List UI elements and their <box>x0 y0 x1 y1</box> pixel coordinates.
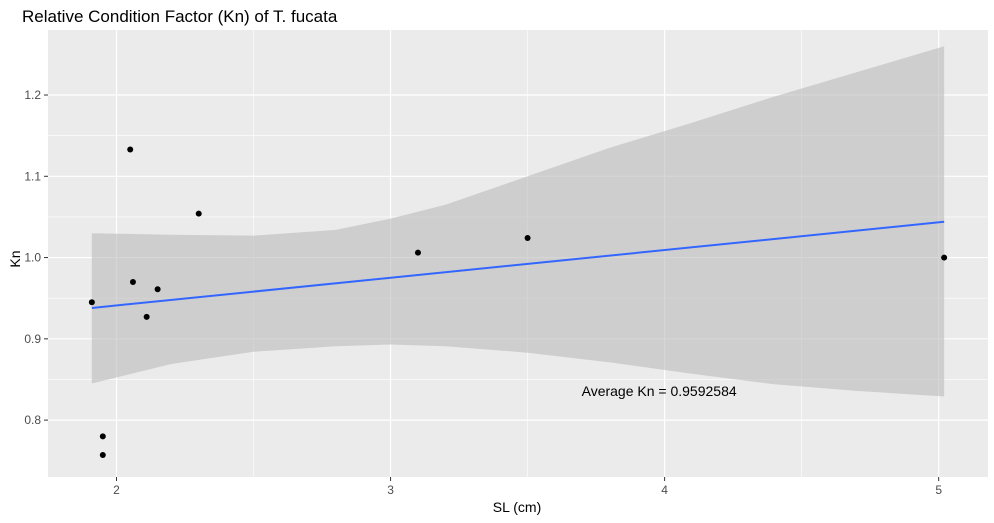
data-point <box>195 210 202 217</box>
y-tick-label: 1.2 <box>24 88 41 102</box>
regression-line <box>91 220 945 309</box>
y-axis-label: Kn <box>7 250 23 267</box>
x-axis-ticks: 2 3 4 5 <box>113 477 942 497</box>
x-tick-label: 4 <box>661 483 668 497</box>
chart-title: Relative Condition Factor (Kn) of T. fuc… <box>22 7 338 26</box>
confidence-band <box>91 46 945 397</box>
data-point <box>99 452 106 459</box>
y-tick-label: 1.0 <box>24 251 41 265</box>
y-tick-label: 0.9 <box>24 332 41 346</box>
data-point <box>941 254 948 261</box>
data-points <box>88 146 948 459</box>
x-axis-label: SL (cm) <box>493 499 541 515</box>
y-axis-ticks: 0.8 0.9 1.0 1.1 1.2 <box>24 88 48 427</box>
x-tick-label: 3 <box>387 483 394 497</box>
data-point <box>129 278 136 285</box>
data-point <box>154 286 161 293</box>
data-point <box>143 313 150 320</box>
x-tick-label: 5 <box>935 483 942 497</box>
data-point <box>414 249 421 256</box>
data-point <box>127 146 134 153</box>
y-tick-label: 0.8 <box>24 413 41 427</box>
average-kn-annotation: Average Kn = 0.9592584 <box>582 383 737 399</box>
data-point <box>524 235 531 242</box>
x-tick-label: 2 <box>113 483 120 497</box>
data-point <box>99 433 106 440</box>
data-point <box>88 299 95 306</box>
y-tick-label: 1.1 <box>24 169 41 183</box>
